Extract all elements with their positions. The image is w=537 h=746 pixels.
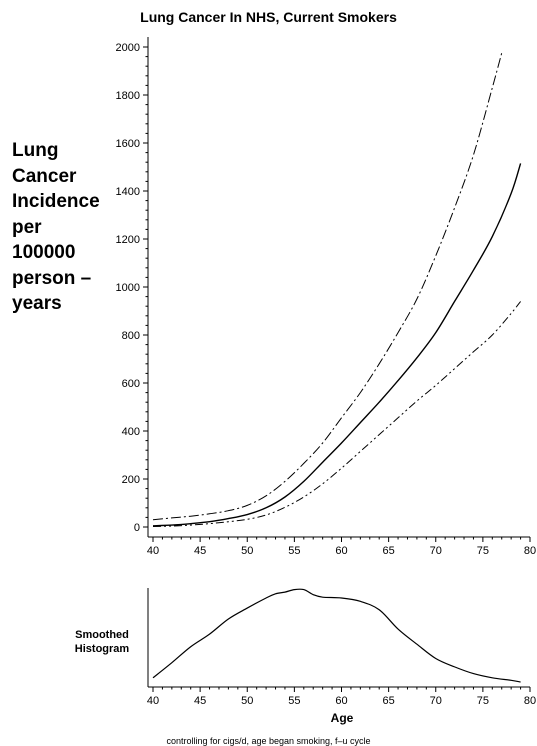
x-tick-label: 50 — [241, 695, 253, 707]
x-tick-label: 75 — [477, 695, 489, 707]
x-tick-label: 60 — [335, 545, 347, 557]
footnote: controlling for cigs/d, age began smokin… — [166, 736, 371, 746]
histogram-label-line: Smoothed — [75, 629, 129, 641]
x-tick-label: 65 — [383, 545, 395, 557]
y-axis-label-line: 100000 — [12, 242, 76, 263]
y-tick-label: 1400 — [116, 186, 140, 198]
x-tick-label: 65 — [383, 695, 395, 707]
y-tick-label: 800 — [122, 330, 140, 342]
x-tick-label: 45 — [194, 545, 206, 557]
y-axis-label-line: per — [12, 216, 42, 238]
y-tick-label: 1200 — [116, 234, 140, 246]
y-tick-label: 2000 — [116, 42, 140, 54]
y-axis-label-line: Lung — [12, 140, 59, 161]
series-line-dash-dot-dot — [152, 301, 521, 528]
y-tick-label: 400 — [122, 426, 140, 438]
x-tick-label: 75 — [477, 545, 489, 557]
y-tick-label: 1600 — [116, 138, 140, 150]
x-tick-label: 50 — [241, 545, 253, 557]
x-tick-label: 70 — [430, 545, 442, 557]
y-axis-label-line: Incidence — [12, 191, 100, 212]
x-tick-label: 80 — [524, 695, 536, 707]
series-line-solid — [152, 163, 522, 527]
x-tick-label: 55 — [288, 545, 300, 557]
x-tick-label: 40 — [147, 545, 159, 557]
histogram-label-line: Histogram — [74, 643, 130, 655]
y-tick-label: 1000 — [116, 282, 140, 294]
y-tick-label: 200 — [122, 474, 140, 486]
x-tick-label: 55 — [288, 695, 300, 707]
y-tick-label: 0 — [134, 522, 140, 534]
x-tick-label: 80 — [524, 545, 536, 557]
x-tick-label: 45 — [194, 695, 206, 707]
x-tick-label: 40 — [147, 695, 159, 707]
histogram-curve — [152, 588, 521, 683]
y-tick-label: 600 — [122, 378, 140, 390]
x-tick-label: 70 — [430, 695, 442, 707]
y-axis-label-line: years — [12, 293, 62, 314]
y-axis-label: Lung Cancer Incidence per 100000 person … — [12, 138, 112, 317]
chart-title: Lung Cancer In NHS, Current Smokers — [140, 9, 397, 25]
y-axis-label-line: Cancer — [12, 165, 77, 187]
histogram-label: Smoothed Histogram — [58, 628, 146, 656]
x-tick-label: 60 — [335, 695, 347, 707]
y-tick-label: 1800 — [116, 90, 140, 102]
y-axis-label-line: person – — [12, 267, 92, 289]
series-line-dash-dot — [152, 52, 503, 521]
x-axis-label: Age — [330, 711, 354, 725]
